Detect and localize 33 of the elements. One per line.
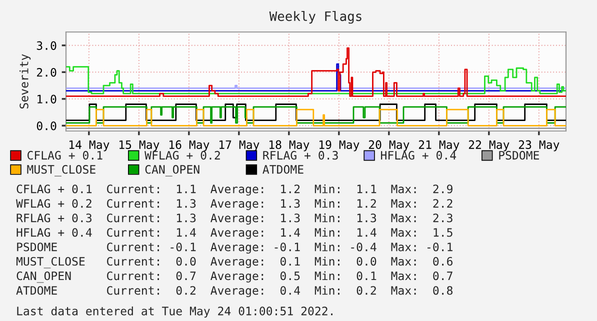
x-tick-label: 17 May [219,140,260,152]
x-tick-label: 18 May [269,140,310,152]
text: RFLAG + 0.3 Current: 1.3 Average: 1.3 Min: 1.3 Max: 2.3 [16,213,452,225]
x-tick-label: 22 May [468,140,510,152]
text: PSDOME Current: -0.1 Average: -0.1 Min: -0.4 Max: -0.1 [17,242,452,254]
text: CAN_OPEN Current: 0.7 Average: 0.5 Min: 0.1 Max: 0.7 [16,271,452,283]
legend-label: CAN_OPEN [145,165,200,176]
text: Last data entered at Tue May 24 01:00:51 2022. [17,306,332,318]
text: MUST_CLOSE Current: 0.0 Average: 0.1 Min: 0.0 Max: 0.6 [16,256,452,268]
x-tick-label: 20 May [368,140,410,152]
legend-label: MUST_CLOSE [27,165,96,176]
legend-label: RFLAG + 0.3 [263,150,338,160]
x-tick-label: 21 May [418,140,460,152]
legend-label: ATDOME [262,165,304,174]
text: HFLAG + 0.4 Current: 1.4 Average: 1.4 Min: 1.4 Max: 1.5 [16,228,452,240]
x-tick-label: 23 May [518,140,560,152]
text: ATDOME Current: 0.2 Average: 0.4 Min: 0.2 Max: 0.8 [16,286,453,298]
y-tick-label: 2.0 [37,68,56,77]
x-tick-label: 19 May [319,140,360,152]
x-tick-label: 16 May [169,140,210,152]
x-tick-label: 15 May [119,140,160,152]
y-tick-label: 0.0 [36,122,56,130]
chart-title: Weekly Flags [269,11,362,24]
legend-label: HFLAG + 0.4 [381,150,456,160]
y-tick-label: 3.0 [36,41,56,50]
legend-label: WFLAG + 0.2 [144,150,220,160]
x-tick-label: 14 May [69,140,110,152]
legend-label: CFLAG + 0.1 [28,150,102,160]
text: CFLAG + 0.1 Current: 1.1 Average: 1.2 Min: 1.1 Max: 2.9 [16,184,452,196]
y-tick-label: 1.0 [38,94,56,104]
y-axis-title: Severity [19,54,31,108]
legend-label: PSDOME [499,150,539,160]
text: WFLAG + 0.2 Current: 1.3 Average: 1.3 Min: 1.2 Max: 2.2 [16,198,452,210]
